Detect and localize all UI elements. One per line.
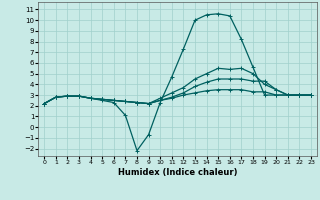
X-axis label: Humidex (Indice chaleur): Humidex (Indice chaleur) xyxy=(118,168,237,177)
